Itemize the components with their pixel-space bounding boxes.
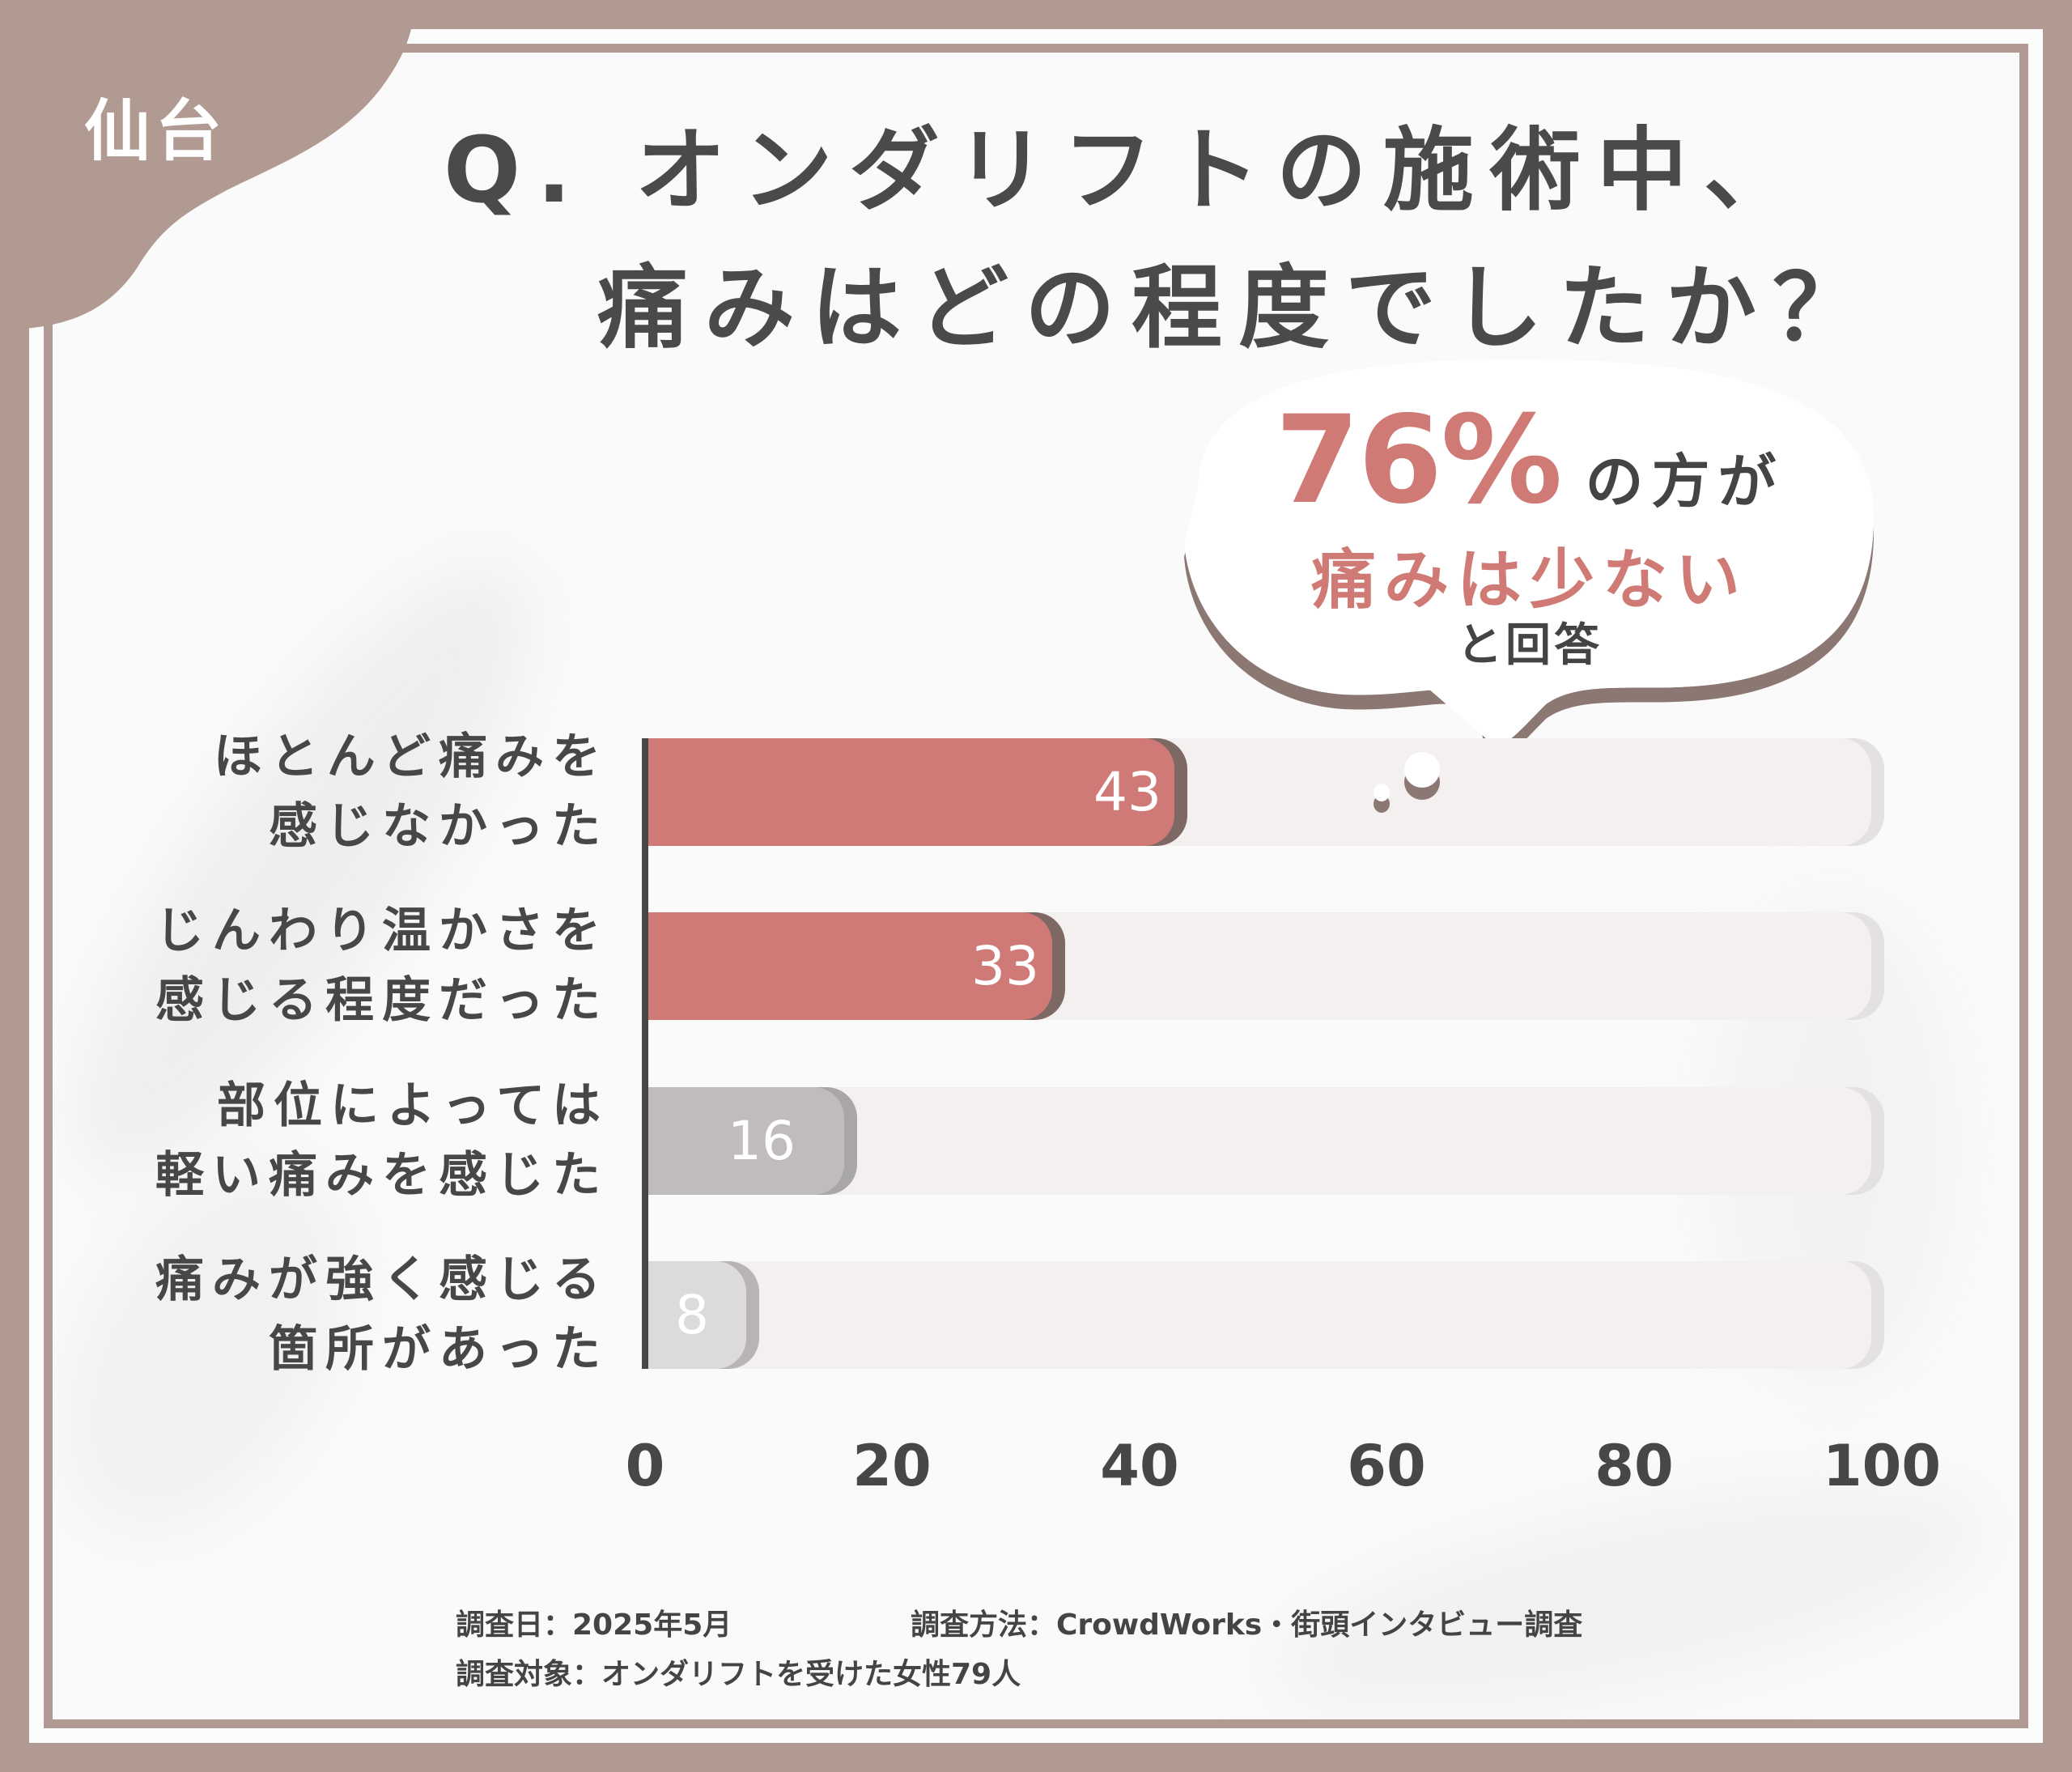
bar-value: 43	[1093, 761, 1161, 823]
row-label-line: じんわり温かさを	[155, 903, 609, 959]
corner-decoration	[0, 0, 421, 330]
callout-line-1: 76% の方が	[1166, 390, 1894, 531]
x-tick-label: 80	[1594, 1433, 1674, 1499]
bar-row-3: 16	[648, 1087, 844, 1195]
survey-method: 調査方法：CrowdWorks・街頭インタビュー調査	[911, 1608, 1583, 1642]
bubble-dot	[1404, 752, 1440, 788]
bar-value: 16	[728, 1110, 796, 1172]
x-tick-label: 100	[1822, 1433, 1942, 1499]
callout-highlight: 痛みは少ない	[1311, 542, 1748, 618]
speech-bubble	[1184, 359, 1874, 760]
survey-date: 調査日：2025年5月	[456, 1608, 732, 1642]
x-tick-label: 20	[852, 1433, 932, 1499]
x-tick-label: 40	[1100, 1433, 1179, 1499]
bubble-dot	[1374, 784, 1390, 801]
page-title-line-1: Q. オンダリフトの施術中、	[444, 118, 1811, 223]
row-label-line: 部位によっては	[217, 1077, 609, 1134]
row-label-4: 痛みが強く感じる 箇所があった	[97, 1245, 609, 1384]
row-label-line: ほとんど痛みを	[213, 729, 609, 785]
x-tick-label: 60	[1347, 1433, 1426, 1499]
city-badge: 仙台	[84, 93, 227, 170]
x-tick-label: 0	[625, 1433, 665, 1499]
row-label-line: 軽い痛みを感じた	[155, 1147, 609, 1204]
callout-suffix: の方が	[1585, 448, 1785, 516]
row-label-line: 箇所があった	[269, 1321, 609, 1378]
row-label-line: 感じる程度だった	[155, 972, 609, 1029]
y-axis-line	[642, 738, 648, 1369]
page-title-line-2: 痛みはどの程度でしたか？	[597, 256, 1879, 361]
row-label-1: ほとんど痛みを 感じなかった	[97, 722, 609, 861]
row-label-3: 部位によっては 軽い痛みを感じた	[97, 1071, 609, 1210]
bar-row-1: 43	[648, 738, 1174, 846]
bar-track	[648, 1261, 1871, 1369]
survey-target: 調査対象：オンダリフトを受けた女性79人	[456, 1658, 1021, 1691]
row-label-line: 痛みが強く感じる	[155, 1251, 609, 1308]
bar-value: 33	[971, 935, 1039, 997]
callout-percent: 76%	[1275, 390, 1562, 531]
bar-row-2: 33	[648, 912, 1052, 1020]
callout-tail: と回答	[1457, 619, 1603, 672]
row-label-2: じんわり温かさを 感じる程度だった	[97, 896, 609, 1035]
bar-row-4: 8	[648, 1261, 746, 1369]
bar-track	[648, 1087, 1871, 1195]
row-label-line: 感じなかった	[269, 798, 609, 855]
bar-value: 8	[675, 1284, 709, 1346]
